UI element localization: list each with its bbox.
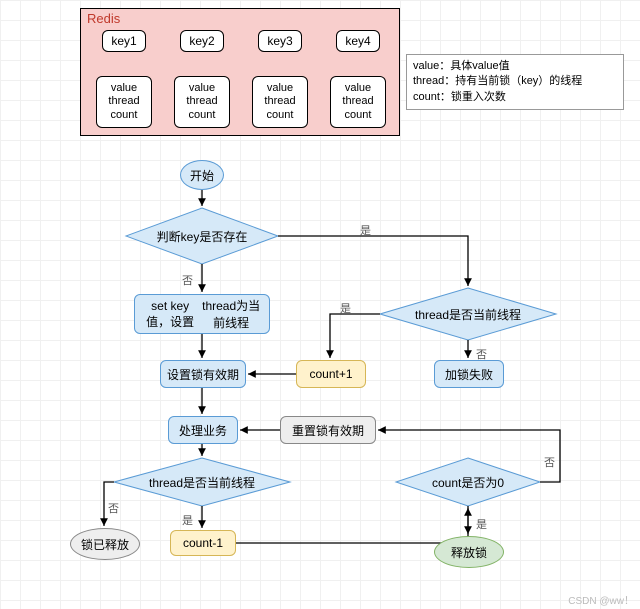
legend-l3: count：锁重入次数 <box>413 90 617 105</box>
redis-key-1: key2 <box>180 30 224 52</box>
redis-value-0: valuethreadcount <box>96 76 152 128</box>
node-release: 释放锁 <box>434 536 504 568</box>
edge-label-5: 是 <box>340 300 351 316</box>
node-countMinus: count-1 <box>170 530 236 556</box>
edge-label-10: 否 <box>108 500 119 516</box>
node-setKey: set key值，设置thread为当前线程 <box>134 294 270 334</box>
edge-label-2: 是 <box>360 222 371 238</box>
node-setTTL: 设置锁有效期 <box>160 360 246 388</box>
redis-value-3: valuethreadcount <box>330 76 386 128</box>
node-countPlus: count+1 <box>296 360 366 388</box>
node-released: 锁已释放 <box>70 528 140 560</box>
diagram-canvas: Redis value：具体value值 thread：持有当前锁（key）的线… <box>0 0 640 609</box>
redis-value-1: valuethreadcount <box>174 76 230 128</box>
redis-key-2: key3 <box>258 30 302 52</box>
node-resetTTL: 重置锁有效期 <box>280 416 376 444</box>
edge-label-11: 是 <box>182 512 193 528</box>
legend-box: value：具体value值 thread：持有当前锁（key）的线程 coun… <box>406 54 624 110</box>
redis-title: Redis <box>87 11 120 26</box>
redis-key-3: key4 <box>336 30 380 52</box>
watermark: CSDN @ww！ <box>568 592 634 607</box>
redis-value-2: valuethreadcount <box>252 76 308 128</box>
node-start: 开始 <box>180 160 224 190</box>
legend-l1: value：具体value值 <box>413 59 617 74</box>
node-lockFail: 加锁失败 <box>434 360 504 388</box>
edge-label-4: 否 <box>476 346 487 362</box>
legend-l2: thread：持有当前锁（key）的线程 <box>413 74 617 89</box>
edge-label-14: 否 <box>544 454 555 470</box>
node-doBiz: 处理业务 <box>168 416 238 444</box>
edge-label-13: 是 <box>476 516 487 532</box>
redis-key-0: key1 <box>102 30 146 52</box>
edge-label-1: 否 <box>182 272 193 288</box>
